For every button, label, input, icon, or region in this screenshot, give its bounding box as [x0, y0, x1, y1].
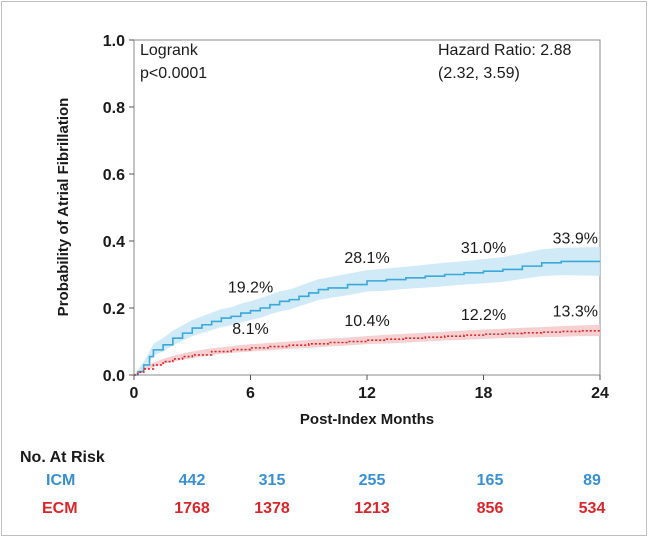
risk-row-label-icm: ICM	[46, 472, 76, 489]
y-tick-label: 0.4	[103, 234, 125, 251]
risk-cell-ecm: 534	[578, 500, 606, 517]
x-tick-label: 18	[475, 385, 493, 402]
icm-percent-label: 19.2%	[228, 280, 273, 297]
y-tick-label: 0.2	[103, 301, 125, 318]
risk-cell-icm: 442	[178, 472, 206, 489]
y-axis-title: Probability of Atrial Fibrillation	[55, 98, 72, 317]
ecm-confidence-band	[134, 324, 600, 375]
ecm-percent-label: 13.3%	[553, 303, 598, 320]
icm-percent-label: 31.0%	[461, 240, 506, 257]
risk-cell-icm: 255	[358, 472, 386, 489]
ecm-survival-curve	[134, 329, 601, 376]
logrank-label: Logrank	[140, 42, 199, 59]
icm-percent-label: 33.9%	[553, 230, 598, 247]
icm-percent-label: 28.1%	[344, 250, 389, 267]
ecm-percent-label: 8.1%	[232, 321, 268, 338]
y-tick-label: 1.0	[103, 33, 125, 50]
risk-cell-ecm: 856	[476, 500, 504, 517]
y-tick-label: 0.0	[103, 368, 125, 385]
risk-table-title: No. At Risk	[20, 449, 105, 466]
x-tick-label: 6	[246, 385, 255, 402]
ecm-percent-label: 10.4%	[344, 313, 389, 330]
risk-cell-ecm: 1768	[174, 500, 210, 517]
hazard-ratio-ci: (2.32, 3.59)	[438, 65, 520, 82]
logrank-p-value: p<0.0001	[140, 65, 207, 82]
risk-cell-icm: 89	[583, 472, 601, 489]
x-tick-label: 12	[358, 385, 376, 402]
km-chart: 0 6 12 18 24 0.0 0.2 0.4 0.6 0.8 1.0 19.2% 28.1% 31…	[55, 33, 609, 428]
y-tick-label: 0.6	[103, 167, 125, 184]
y-tick-label: 0.8	[103, 100, 125, 117]
risk-cell-icm: 315	[258, 472, 286, 489]
x-tick-label: 24	[591, 385, 609, 402]
icm-survival-curve	[134, 260, 600, 376]
x-tick-label: 0	[130, 385, 139, 402]
x-axis-title: Post-Index Months	[300, 411, 434, 428]
risk-cell-ecm: 1378	[254, 500, 290, 517]
ecm-percent-label: 12.2%	[461, 307, 506, 324]
hazard-ratio-label: Hazard Ratio: 2.88	[438, 42, 572, 59]
risk-cell-ecm: 1213	[354, 500, 390, 517]
icm-confidence-band	[134, 247, 600, 375]
risk-row-label-ecm: ECM	[42, 500, 78, 517]
risk-cell-icm: 165	[476, 472, 504, 489]
